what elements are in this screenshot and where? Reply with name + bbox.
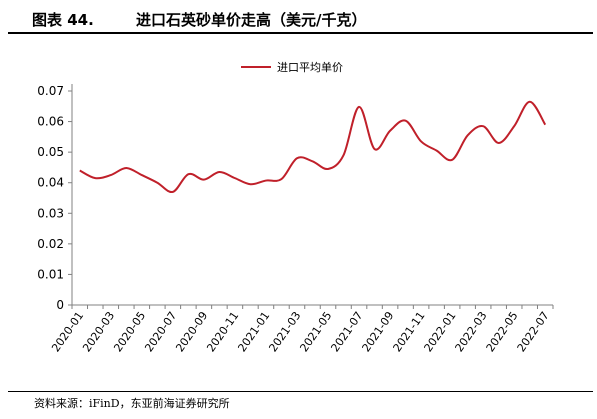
data-point (451, 159, 453, 161)
data-point (544, 124, 546, 126)
figure-number: 图表 44. (32, 11, 94, 29)
source-note: 资料来源：iFinD，东亚前海证券研究所 (34, 397, 230, 410)
data-point (529, 101, 531, 103)
y-tick-label: 0.05 (37, 145, 64, 159)
data-point (249, 183, 251, 185)
figure-title: 进口石英砂单价走高（美元/千克） (136, 11, 367, 29)
y-tick-label: 0.04 (37, 176, 64, 190)
y-tick-label: 0.02 (37, 237, 64, 251)
data-point (405, 120, 407, 122)
data-point (312, 160, 314, 162)
figure-header: 图表 44. 进口石英砂单价走高（美元/千克） (8, 4, 593, 34)
data-point (358, 106, 360, 108)
data-point (436, 150, 438, 152)
data-point (374, 148, 376, 150)
series-line-0 (79, 100, 547, 194)
y-tick-label: 0.01 (37, 267, 64, 281)
data-point (203, 179, 205, 181)
x-tick-label: 2022-07 (515, 309, 552, 354)
source-divider (8, 391, 593, 392)
data-point (234, 177, 236, 179)
data-point (218, 171, 220, 173)
y-tick-label: 0.07 (37, 84, 64, 98)
data-point (265, 180, 267, 182)
data-point (513, 125, 515, 127)
data-point (482, 125, 484, 127)
y-tick-label: 0.06 (37, 115, 64, 129)
data-point (343, 154, 345, 156)
x-axis-ticks: 2020-012020-032020-052020-072020-092020-… (49, 305, 554, 354)
y-axis-ticks: 0 0.01 0.02 0.03 0.04 0.05 0.06 0.07 (37, 84, 72, 312)
data-point (141, 174, 143, 176)
legend-label: 进口平均单价 (277, 61, 343, 74)
y-tick-label: 0.03 (37, 206, 64, 220)
data-point (327, 168, 329, 170)
data-point (187, 173, 189, 175)
axes (71, 84, 553, 306)
series-layer (79, 100, 547, 194)
data-point (467, 134, 469, 136)
data-point (172, 191, 174, 193)
data-point (94, 177, 96, 179)
data-point (498, 142, 500, 144)
data-point (156, 182, 158, 184)
data-point (125, 167, 127, 169)
data-point (280, 178, 282, 180)
legend: 进口平均单价 (241, 61, 343, 74)
y-tick-label: 0 (56, 298, 64, 312)
data-point (110, 174, 112, 176)
data-point (79, 169, 81, 171)
line-chart: 进口平均单价 0 0.01 0.02 0.03 0.04 0.05 0.06 0.07 202… (37, 61, 554, 354)
data-point (296, 157, 298, 159)
data-point (420, 140, 422, 142)
data-point (389, 130, 391, 132)
